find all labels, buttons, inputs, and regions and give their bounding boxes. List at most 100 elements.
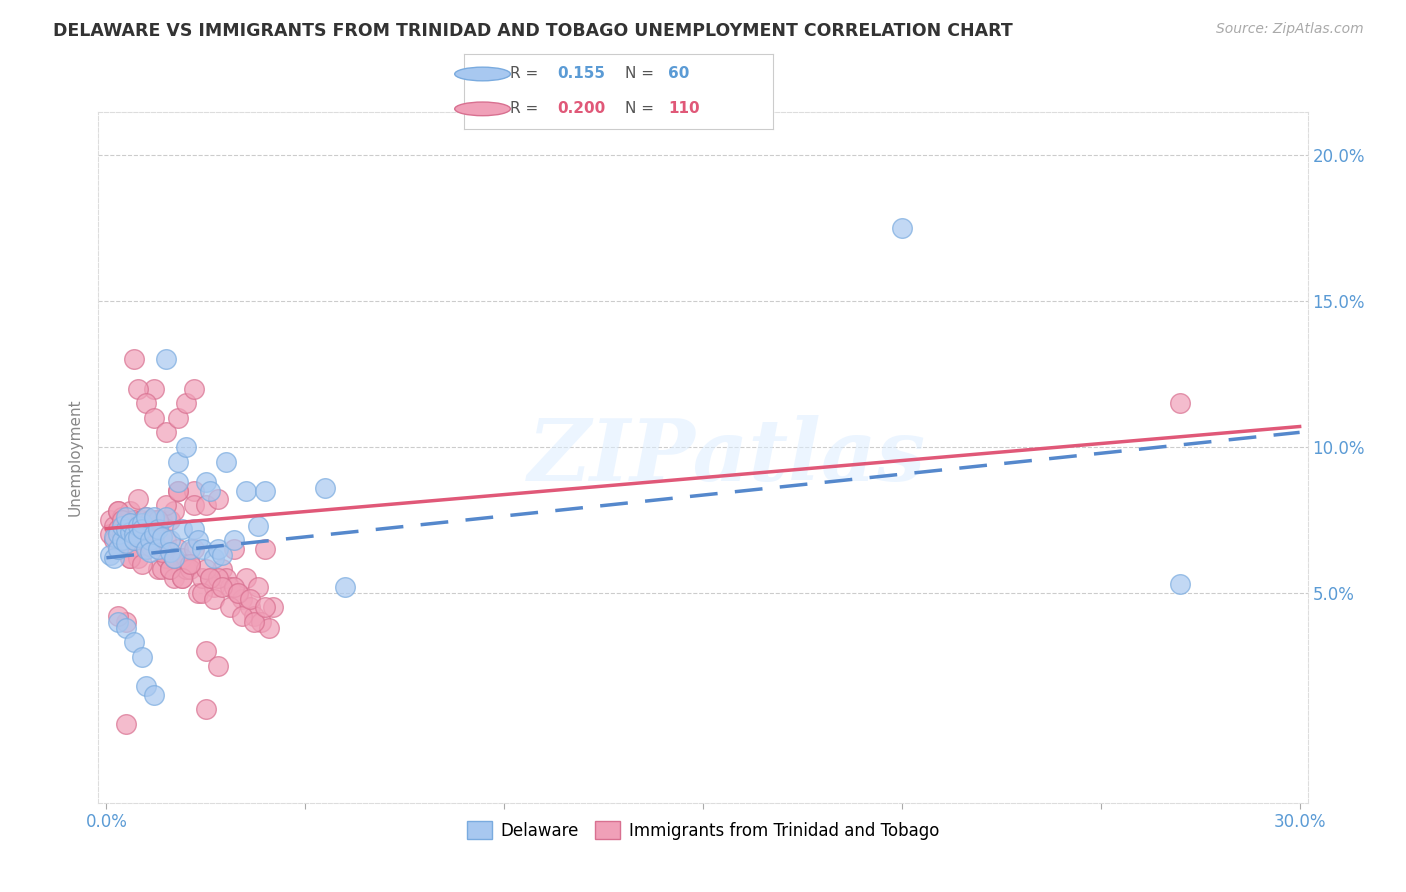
Point (127, 492, 149, 507)
Point (167, 542, 190, 557)
Point (226, 586, 249, 600)
Point (194, 562, 217, 576)
Point (150, 513, 173, 527)
Point (174, 557, 197, 571)
Point (139, 545, 162, 559)
Point (143, 533, 166, 548)
Point (215, 454, 238, 468)
Point (246, 518, 269, 533)
Point (120, 504, 142, 518)
Point (163, 571, 186, 585)
Point (131, 533, 153, 548)
Point (111, 518, 134, 533)
Point (254, 483, 277, 498)
Point (143, 510, 166, 524)
Point (122, 635, 145, 649)
Point (103, 550, 125, 565)
Point (211, 580, 233, 594)
Y-axis label: Unemployment: Unemployment (67, 399, 83, 516)
Point (211, 562, 233, 576)
Point (222, 580, 245, 594)
Point (207, 492, 229, 507)
Point (122, 513, 145, 527)
Point (202, 550, 225, 565)
Point (111, 510, 134, 524)
Point (127, 530, 149, 544)
Point (143, 527, 166, 541)
Point (131, 522, 153, 536)
Point (146, 522, 169, 536)
Point (163, 550, 186, 565)
Point (98, 513, 121, 527)
Text: ZIPatlas: ZIPatlas (529, 416, 927, 499)
Point (115, 510, 138, 524)
Point (194, 475, 217, 489)
Point (127, 518, 149, 533)
Point (174, 562, 197, 576)
Point (139, 539, 162, 553)
Point (198, 571, 221, 585)
Point (98, 527, 121, 541)
Point (187, 533, 209, 548)
Point (163, 504, 186, 518)
Point (174, 440, 197, 454)
Point (250, 615, 273, 629)
Circle shape (454, 102, 510, 116)
Point (135, 510, 157, 524)
Point (191, 571, 214, 585)
Circle shape (454, 67, 510, 81)
Point (191, 586, 214, 600)
Point (139, 533, 162, 548)
Point (231, 591, 253, 606)
Point (222, 533, 245, 548)
Point (242, 609, 264, 624)
Point (170, 571, 193, 585)
Point (115, 522, 138, 536)
Point (239, 591, 262, 606)
Point (1168, 396, 1191, 410)
Point (135, 679, 157, 693)
Point (202, 591, 225, 606)
Point (179, 557, 201, 571)
Point (103, 533, 125, 548)
Point (235, 571, 257, 585)
Point (120, 516, 142, 530)
Point (120, 550, 142, 565)
Point (1168, 577, 1191, 591)
Point (131, 649, 153, 664)
Point (242, 615, 264, 629)
Text: 0.155: 0.155 (557, 67, 605, 81)
Point (150, 545, 173, 559)
Point (170, 522, 193, 536)
Point (246, 580, 269, 594)
Point (262, 600, 284, 615)
Point (231, 609, 253, 624)
Point (167, 454, 190, 468)
Point (135, 542, 157, 557)
Point (155, 352, 177, 367)
Point (218, 580, 240, 594)
Point (107, 504, 129, 518)
Point (194, 702, 217, 716)
Point (159, 562, 181, 576)
Point (167, 483, 190, 498)
Point (155, 498, 177, 512)
Point (215, 571, 238, 585)
Text: DELAWARE VS IMMIGRANTS FROM TRINIDAD AND TOBAGO UNEMPLOYMENT CORRELATION CHART: DELAWARE VS IMMIGRANTS FROM TRINIDAD AND… (53, 22, 1014, 40)
Point (111, 533, 134, 548)
Point (143, 688, 166, 702)
Legend: Delaware, Immigrants from Trinidad and Tobago: Delaware, Immigrants from Trinidad and T… (460, 814, 946, 847)
Point (159, 545, 181, 559)
Point (122, 527, 145, 541)
Point (120, 550, 142, 565)
Point (254, 600, 277, 615)
Point (179, 557, 201, 571)
Point (222, 542, 245, 557)
Point (314, 481, 336, 495)
Point (191, 542, 214, 557)
Point (135, 542, 157, 557)
Point (167, 410, 190, 425)
Point (120, 524, 142, 539)
Point (159, 513, 181, 527)
Point (207, 658, 229, 673)
